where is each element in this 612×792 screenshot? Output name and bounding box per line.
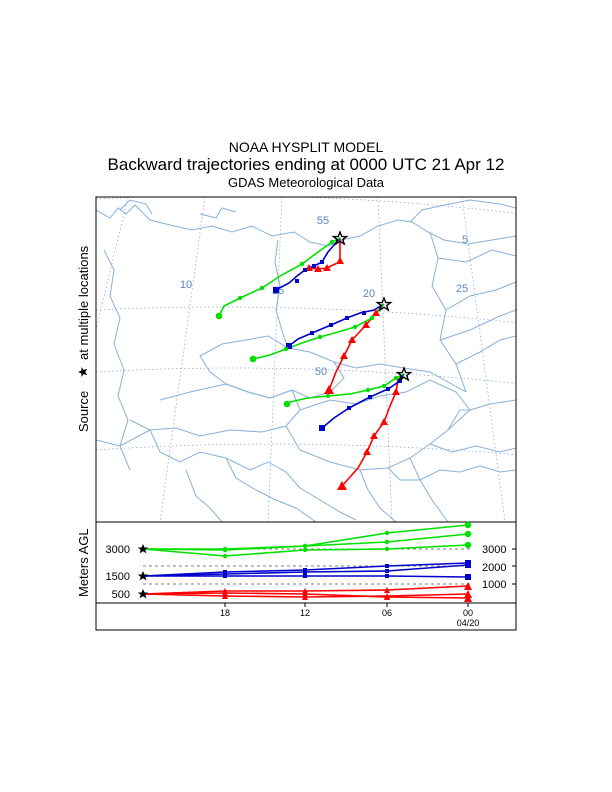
time-axis: 18 12 06 00 04/20 [220,603,479,628]
traj-south-green [286,373,405,405]
svg-text:2000: 2000 [482,562,506,574]
green-circle-markers [215,239,399,408]
grid-labels: 55 50 10 15 20 25 5 [180,215,468,378]
star-icon [137,571,149,581]
height-red-markers [222,582,472,602]
lon-label-top-right: 5 [462,234,468,246]
lon-label-25: 25 [456,283,468,295]
svg-text:1500: 1500 [106,571,130,583]
svg-text:500: 500 [112,589,130,601]
star-icon [137,589,149,599]
time-tick-06: 06 [382,608,392,618]
star-icon [137,544,149,554]
time-tick-18: 18 [220,608,230,618]
trajectory-markers [215,239,402,490]
data-source-label: GDAS Meteorological Data [227,175,385,190]
model-title: NOAA HYSPLIT MODEL [228,139,384,155]
source-side-label: Source at multiple locations [76,245,91,432]
height-green-markers [222,521,472,559]
date-label: 04/20 [457,618,480,628]
height-right-ticks: 3000 2000 1000 [482,544,516,591]
map-panel: 55 50 10 15 20 25 5 [95,196,517,523]
height-ylabel: Meters AGL [76,528,91,597]
source-stars [331,230,413,382]
blue-square-markers [273,260,402,431]
height-panel: 3000 1500 500 3000 2000 1000 18 12 06 00… [95,521,517,631]
height-level-labels: 3000 1500 500 [106,544,130,601]
lat-label-50: 50 [315,366,327,378]
lon-label-20: 20 [363,288,375,300]
svg-text:3000: 3000 [106,544,130,556]
star-icon [375,296,393,312]
time-tick-00: 00 [463,608,473,618]
height-blue-markers [223,560,471,580]
time-tick-12: 12 [300,608,310,618]
star-icon [395,366,413,382]
lat-label-55: 55 [317,215,329,227]
traj-north-green [218,237,341,317]
star-icon [331,230,349,246]
height-stars [137,544,149,599]
svg-text:3000: 3000 [482,544,506,556]
trajectory-title: Backward trajectories ending at 0000 UTC… [107,155,505,174]
svg-text:1000: 1000 [482,579,506,591]
star-icon [78,367,88,377]
multiple-locations-label: at multiple locations [76,245,91,360]
source-label: Source [76,391,91,432]
traj-middle-blue [288,303,385,347]
lon-label-10: 10 [180,279,192,291]
